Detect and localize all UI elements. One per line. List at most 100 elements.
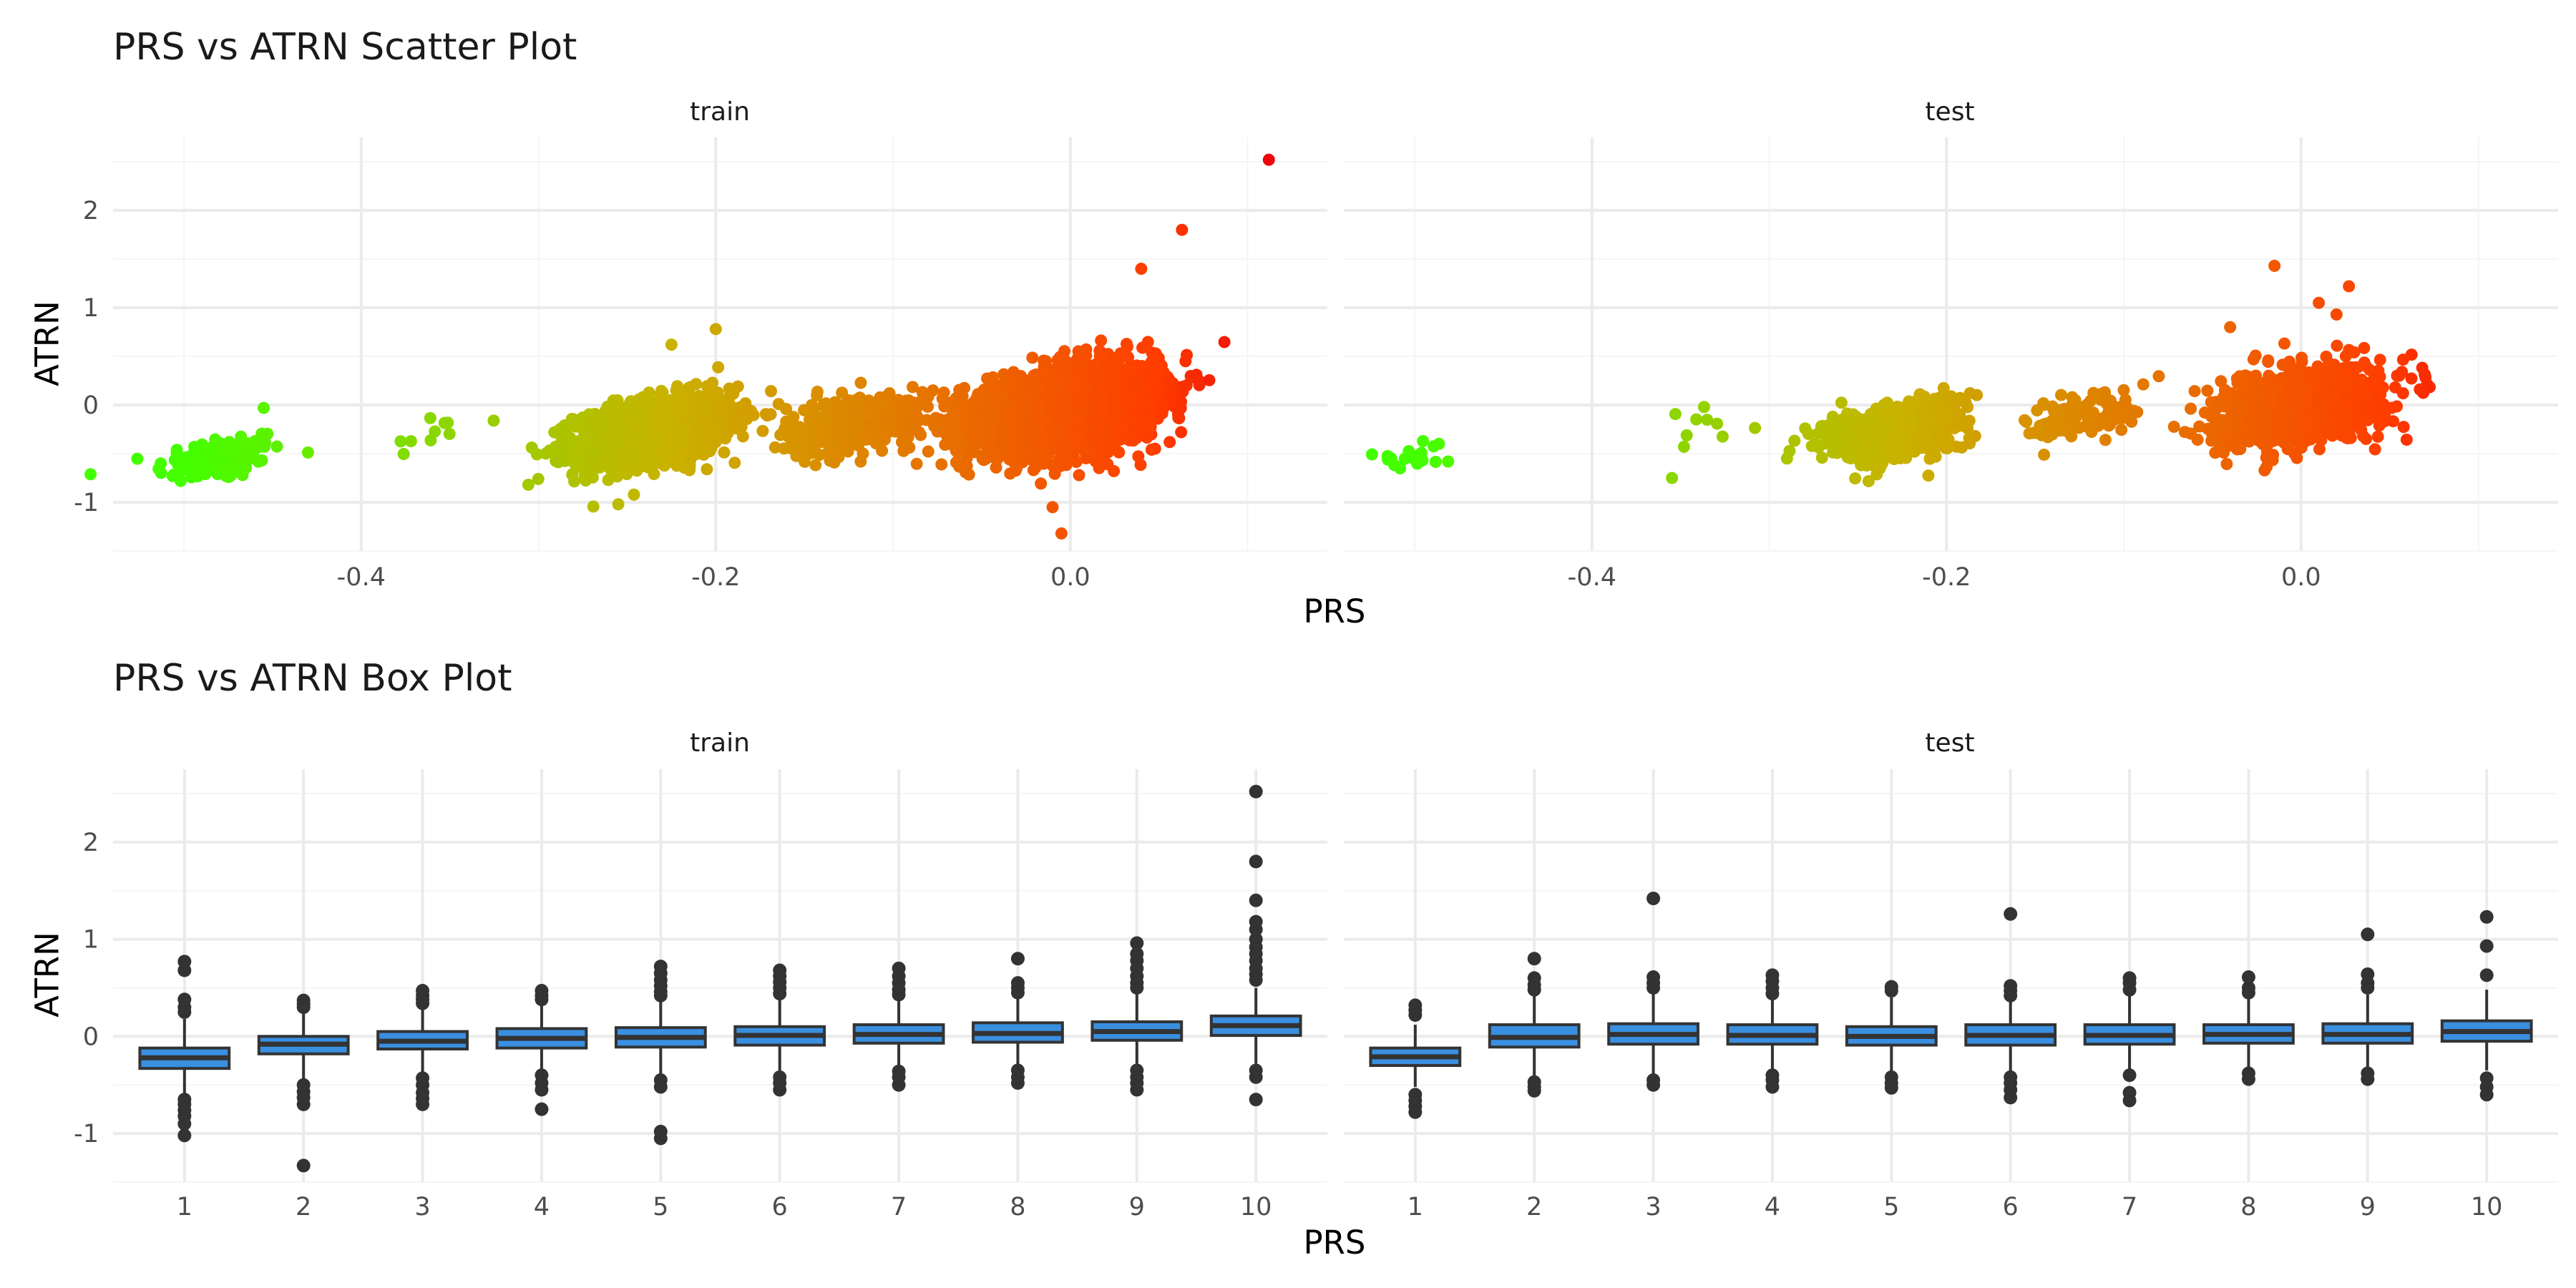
scatter-point [1058, 345, 1071, 358]
scatter-point [301, 446, 314, 459]
scatter-point [656, 447, 669, 459]
scatter-point [1073, 469, 1085, 482]
scatter-point [593, 461, 606, 474]
scatter-point [846, 426, 859, 439]
scatter-points-train [84, 153, 1275, 540]
scatter-point [552, 456, 565, 469]
scatter-point [190, 454, 203, 467]
scatter-point [170, 444, 183, 457]
scatter-point [844, 395, 857, 408]
box-plot-title: PRS vs ATRN Box Plot [113, 657, 512, 700]
scatter-point [553, 439, 566, 452]
scatter-point [647, 421, 660, 434]
x-tick-label: -0.2 [691, 563, 740, 592]
scatter-point [131, 452, 144, 465]
scatter-strip-train: train [690, 97, 750, 127]
scatter-point [727, 419, 740, 432]
scatter-point [270, 440, 283, 453]
scatter-point [935, 458, 948, 471]
x-tick-label: 0.0 [1050, 563, 1091, 592]
scatter-point [906, 381, 919, 394]
scatter-point [189, 467, 202, 479]
scatter-point [927, 384, 940, 397]
scatter-point [658, 459, 671, 472]
scatter-point [1132, 450, 1145, 463]
scatter-point [769, 441, 781, 454]
scatter-point [487, 414, 500, 427]
scatter-point [728, 457, 741, 469]
scatter-point [84, 468, 97, 481]
scatter-point [928, 420, 941, 433]
scatter-point [711, 386, 724, 399]
scatter-point [910, 457, 923, 470]
scatter-point [1149, 347, 1162, 360]
scatter-point [655, 414, 668, 426]
scatter-point [958, 381, 971, 394]
scatter-point [223, 464, 236, 477]
box-x-axis-title: PRS [1303, 1224, 1366, 1262]
scatter-point [1173, 411, 1186, 424]
scatter-point [155, 467, 167, 479]
scatter-point [809, 459, 822, 472]
scatter-point [1203, 374, 1216, 386]
scatter-point [778, 442, 791, 455]
scatter-point [605, 457, 618, 470]
scatter-point [852, 417, 865, 430]
scatter-point [825, 434, 838, 447]
scatter-point [737, 405, 750, 418]
scatter-point [567, 413, 580, 426]
scatter-point [718, 446, 731, 459]
scatter-point [922, 445, 935, 458]
scatter-point [897, 444, 910, 457]
scatter-point [1026, 351, 1039, 364]
scatter-point [178, 463, 191, 476]
scatter-point [764, 385, 777, 398]
scatter-point [633, 420, 645, 433]
scatter-point [799, 455, 811, 468]
scatter-point [638, 399, 651, 412]
scatter-point [759, 408, 772, 421]
scatter-point [865, 419, 878, 431]
scatter-point [883, 387, 896, 400]
scatter-plot-title: PRS vs ATRN Scatter Plot [113, 26, 577, 69]
scatter-point [397, 447, 410, 460]
scatter-point [672, 384, 685, 396]
scatter-point [394, 435, 407, 448]
scatter-point [248, 452, 260, 464]
scatter-point [811, 385, 824, 398]
scatter-point [891, 406, 904, 419]
scatter-point [611, 428, 624, 441]
scatter-point [987, 371, 1000, 384]
scatter-point [628, 462, 640, 474]
scatter-point [1218, 336, 1231, 348]
y-tick-label: 0 [83, 391, 99, 420]
scatter-point [582, 433, 595, 446]
scatter-point [234, 452, 247, 465]
scatter-point [1175, 426, 1188, 439]
scatter-point [616, 449, 629, 462]
scatter-point [655, 384, 668, 397]
scatter-point [938, 400, 951, 413]
scatter-point [1108, 464, 1121, 477]
scatter-point [716, 405, 728, 418]
scatter-point [602, 474, 615, 487]
scatter-point [587, 500, 600, 513]
scatter-point [951, 446, 964, 459]
scatter-point [784, 422, 796, 435]
y-tick-label: -1 [74, 489, 99, 517]
scatter-point [780, 403, 793, 416]
scatter-point [747, 409, 760, 421]
scatter-point [836, 386, 849, 399]
scatter-point [976, 452, 989, 465]
scatter-x-axis-title: PRS [1303, 592, 1366, 630]
scatter-point [686, 394, 699, 407]
scatter-point [896, 424, 909, 436]
scatter-point [441, 416, 454, 429]
scatter-point [543, 444, 556, 457]
scatter-point [595, 441, 608, 454]
scatter-point [831, 421, 844, 434]
scatter-point [674, 401, 687, 414]
scatter-point [809, 402, 821, 415]
scatter-point [836, 403, 849, 416]
